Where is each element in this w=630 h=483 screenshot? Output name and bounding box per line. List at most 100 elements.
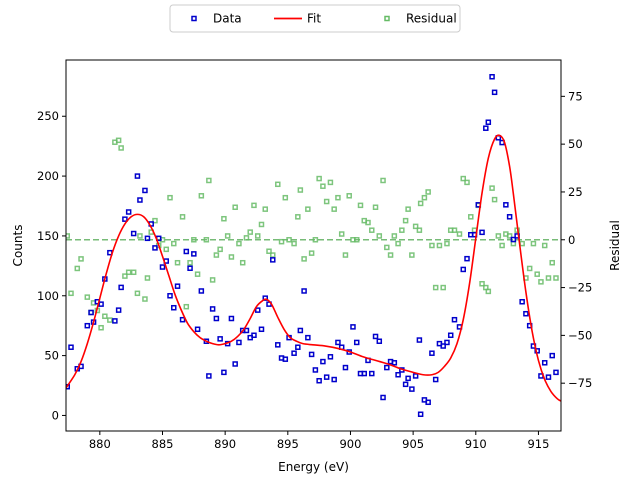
residual-point xyxy=(380,177,386,184)
data-point xyxy=(447,332,454,339)
residual-point xyxy=(451,227,458,233)
data-point xyxy=(483,125,489,131)
data-point xyxy=(134,173,141,179)
x-tick-label: 915 xyxy=(527,437,549,451)
data-point xyxy=(88,309,94,316)
residual-point xyxy=(297,187,304,193)
data-point xyxy=(335,339,341,346)
residual-point xyxy=(464,179,470,186)
data-point xyxy=(479,229,485,236)
residual-point xyxy=(68,290,74,297)
residual-point xyxy=(417,200,424,207)
data-point xyxy=(213,315,220,322)
data-point xyxy=(171,304,177,311)
residual-point xyxy=(198,193,205,199)
data-point xyxy=(206,373,212,379)
data-point xyxy=(429,350,435,356)
residual-point xyxy=(118,145,124,151)
data-point xyxy=(409,386,415,392)
residual-point xyxy=(323,198,330,205)
residual-point xyxy=(312,237,319,243)
data-point xyxy=(118,284,124,291)
data-point xyxy=(372,333,379,340)
data-point xyxy=(270,257,276,263)
data-point xyxy=(152,245,158,251)
residual-point xyxy=(499,242,505,249)
data-point xyxy=(144,235,151,242)
residual-point xyxy=(495,233,502,239)
residual-point xyxy=(549,259,555,266)
residual-point xyxy=(553,275,559,281)
residual-point xyxy=(142,296,148,302)
fit-line xyxy=(66,134,561,402)
residual-point xyxy=(416,227,423,233)
data-point xyxy=(391,360,398,366)
residual-point xyxy=(134,290,141,297)
data-point xyxy=(331,376,337,383)
residual-point xyxy=(320,183,326,189)
residual-point xyxy=(232,204,238,211)
residual-point xyxy=(209,277,216,283)
residual-point xyxy=(425,189,431,195)
data-point xyxy=(519,298,525,305)
legend: Data Fit Residual xyxy=(169,4,461,33)
residual-point xyxy=(391,233,398,239)
data-point xyxy=(305,334,311,341)
residual-point xyxy=(179,214,186,220)
data-point xyxy=(115,307,122,313)
axes: 880 885 890 895 900 905 910 915050100150200250−… xyxy=(11,59,622,474)
residual-point xyxy=(538,279,544,285)
residual-point xyxy=(187,259,193,266)
data-point xyxy=(376,338,383,344)
data-point xyxy=(122,216,128,222)
residual-point xyxy=(194,271,201,277)
residual-point xyxy=(262,206,269,212)
residual-point xyxy=(102,313,108,320)
residual-point xyxy=(167,194,173,201)
data-point xyxy=(258,326,265,333)
residual-point xyxy=(444,240,450,247)
residual-point xyxy=(183,303,190,310)
residual-point xyxy=(213,252,220,258)
residual-point xyxy=(236,240,242,247)
y-tick-label: 150 xyxy=(37,229,59,243)
residual-point xyxy=(266,248,272,254)
residual-point xyxy=(405,206,411,212)
residual-point xyxy=(243,235,250,241)
residual-point xyxy=(152,217,158,224)
residual-point xyxy=(384,244,390,251)
residual-point xyxy=(305,206,311,212)
y2-tick-label: −75 xyxy=(568,376,592,390)
data-point xyxy=(297,327,304,334)
residual-point xyxy=(353,237,360,243)
residual-point xyxy=(130,269,137,276)
y2-tick-label: −25 xyxy=(568,281,592,295)
data-point xyxy=(402,381,409,388)
data-point xyxy=(395,372,401,378)
data-point xyxy=(221,369,227,376)
residual-point xyxy=(460,175,467,182)
residual-point xyxy=(485,288,492,295)
residual-point xyxy=(479,280,485,287)
residual-point xyxy=(84,294,91,300)
x-axis-label: Energy (eV) xyxy=(278,460,349,474)
residual-point xyxy=(171,240,177,247)
residual-point xyxy=(254,233,261,239)
y-tick-label: 100 xyxy=(37,289,59,303)
residual-point xyxy=(174,259,181,266)
data-point xyxy=(243,327,250,334)
data-point xyxy=(312,367,319,373)
data-point xyxy=(384,364,390,371)
data-point xyxy=(159,264,166,270)
residual-point xyxy=(316,175,322,182)
x-tick-label: 900 xyxy=(339,437,361,451)
residual-point xyxy=(412,223,419,230)
residual-point xyxy=(295,214,301,220)
y-tick-label: 200 xyxy=(37,169,59,183)
y-tick-label: 50 xyxy=(44,349,59,363)
data-point xyxy=(142,187,148,194)
data-point xyxy=(523,310,529,317)
residual-point xyxy=(526,265,533,272)
residual-point xyxy=(278,238,285,245)
residual-point xyxy=(308,250,315,256)
